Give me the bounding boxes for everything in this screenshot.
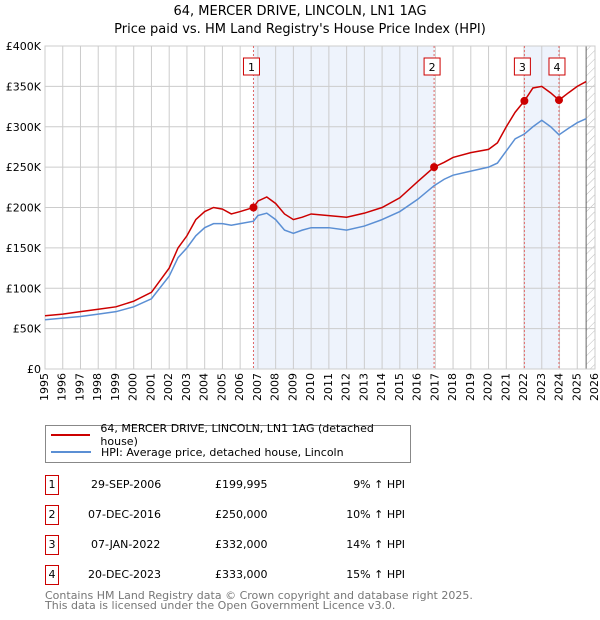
x-tick-label: 2015 — [393, 373, 406, 401]
x-tick-label: 1996 — [56, 373, 69, 401]
footer-line1: Contains HM Land Registry data © Crown c… — [45, 589, 473, 602]
sale-point — [520, 96, 529, 105]
sale-hpi: 10% ↑ HPI — [346, 508, 405, 521]
x-tick-label: 2005 — [215, 373, 228, 401]
hpi-line — [44, 117, 587, 321]
legend-red-line — [51, 434, 91, 436]
price-chart: 1995 1996 1997 1998 1999 2000 2001 2002 2003 2004… — [6, 40, 600, 401]
y-tick-label: £100K — [6, 282, 42, 295]
sale-label: 3 — [519, 61, 526, 74]
x-tick-label: 2009 — [286, 373, 299, 401]
sale-row: 3 07-JAN-2022 £332,000 14% ↑ HPI — [45, 535, 445, 555]
y-tick-label: £300K — [6, 121, 42, 134]
y-tick-label: £250K — [6, 161, 42, 174]
x-tick-label: 2000 — [127, 373, 140, 401]
y-tick-label: £400K — [6, 40, 42, 53]
x-tick-label: 2018 — [446, 373, 459, 401]
x-tick-label: 2016 — [411, 373, 424, 401]
price-paid-line — [44, 80, 587, 317]
sale-number: 4 — [45, 565, 59, 585]
x-tick-label: 2013 — [357, 373, 370, 401]
sale-point — [554, 96, 563, 105]
sale-row: 1 29-SEP-2006 £199,995 9% ↑ HPI — [45, 475, 445, 495]
chart-title: 64, MERCER DRIVE, LINCOLN, LN1 1AG — [173, 4, 427, 19]
x-tick-label: 2007 — [251, 373, 264, 401]
sale-label-box — [513, 57, 531, 76]
legend-hpi: HPI: Average price, detached house, Linc… — [101, 445, 344, 459]
sale-number: 1 — [45, 475, 59, 495]
legend-blue-line — [51, 451, 91, 453]
x-tick-label: 2004 — [198, 373, 211, 401]
x-tick-label: 2019 — [464, 373, 477, 401]
x-tick-label: 2022 — [517, 373, 530, 401]
x-tick-label: 2012 — [340, 373, 353, 401]
sale-label: 4 — [553, 61, 560, 74]
sale-label: 1 — [248, 61, 255, 74]
sale-label-box — [423, 57, 441, 76]
y-tick-label: £200K — [6, 202, 42, 215]
x-tick-label: 2021 — [499, 373, 512, 401]
sale-point — [430, 163, 439, 172]
sale-hpi: 15% ↑ HPI — [346, 568, 405, 581]
x-tick-label: 1998 — [91, 373, 104, 401]
x-tick-label: 2008 — [269, 373, 282, 401]
sale-row: 4 20-DEC-2023 £333,000 15% ↑ HPI — [45, 565, 445, 585]
sale-date: 20-DEC-2023 — [88, 568, 162, 581]
x-tick-label: 1995 — [38, 373, 51, 401]
x-tick-label: 2020 — [482, 373, 495, 401]
x-tick-label: 2025 — [570, 373, 583, 401]
x-tick-label: 2024 — [553, 373, 566, 401]
sale-point — [249, 203, 258, 212]
sale-date: 07-DEC-2016 — [88, 508, 162, 521]
footer-line2: This data is licensed under the Open Gov… — [45, 599, 396, 612]
sale-price: £332,000 — [215, 538, 268, 551]
footer: Contains HM Land Registry data © Crown c… — [45, 589, 473, 612]
sale-price: £250,000 — [215, 508, 268, 521]
sale-label-box — [242, 57, 260, 76]
sale-date: 29-SEP-2006 — [91, 478, 162, 491]
x-tick-label: 2023 — [535, 373, 548, 401]
sale-number: 2 — [45, 505, 59, 525]
chart-subtitle: Price paid vs. HM Land Registry's House … — [114, 22, 486, 37]
sale-date: 07-JAN-2022 — [91, 538, 161, 551]
sale-hpi: 14% ↑ HPI — [346, 538, 405, 551]
y-tick-label: £350K — [6, 80, 42, 93]
sale-row: 2 07-DEC-2016 £250,000 10% ↑ HPI — [45, 505, 445, 525]
y-tick-label: £150K — [6, 242, 42, 255]
x-tick-label: 1999 — [109, 373, 122, 401]
x-tick-label: 2014 — [375, 373, 388, 401]
sale-price: £199,995 — [215, 478, 268, 491]
x-tick-label: 2011 — [322, 373, 335, 401]
sale-number: 3 — [45, 535, 59, 555]
x-tick-label: 2010 — [304, 373, 317, 401]
sale-price: £333,000 — [215, 568, 268, 581]
x-tick-label: 2017 — [428, 373, 441, 401]
x-tick-label: 2006 — [233, 373, 246, 401]
plot-border — [44, 45, 596, 370]
legend-property: 64, MERCER DRIVE, LINCOLN, LN1 1AG (deta… — [100, 422, 374, 448]
y-tick-label: £50K — [13, 323, 42, 336]
sale-hpi: 9% ↑ HPI — [353, 478, 405, 491]
x-tick-label: 2026 — [588, 373, 600, 401]
sale-label: 2 — [429, 61, 436, 74]
y-tick-label: £0 — [27, 363, 41, 376]
x-tick-label: 2001 — [144, 373, 157, 401]
x-tick-label: 2003 — [180, 373, 193, 401]
x-tick-label: 1997 — [73, 373, 86, 401]
legend: 64, MERCER DRIVE, LINCOLN, LN1 1AG (deta… — [45, 422, 411, 463]
x-tick-label: 2002 — [162, 373, 175, 401]
sale-label-box — [548, 57, 566, 76]
